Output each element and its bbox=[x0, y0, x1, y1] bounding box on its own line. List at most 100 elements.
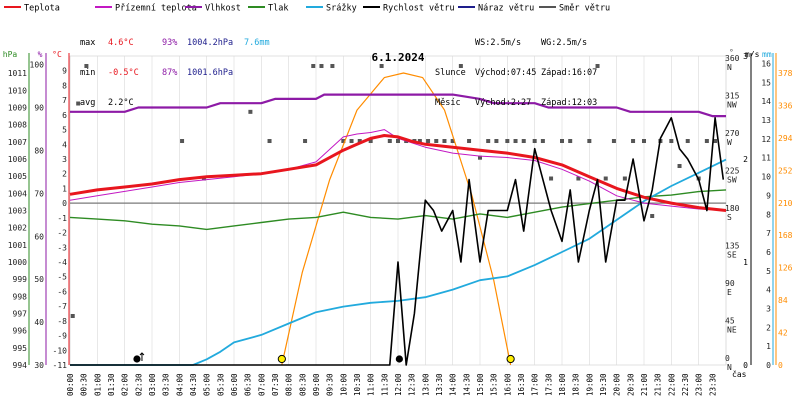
wind-direction-point bbox=[467, 139, 472, 144]
stats-row-max: max 4.6°C 93% 1004.2hPa 7.6mm bbox=[80, 38, 270, 48]
legend-label: Tlak bbox=[268, 4, 288, 14]
solar-tick-label: 168 bbox=[778, 231, 793, 240]
wind-direction-point bbox=[248, 109, 253, 114]
direction-tick-value: 135 bbox=[725, 242, 740, 251]
direction-tick-value: 225 bbox=[725, 167, 740, 176]
wind-speed-axis-unit: m/s bbox=[745, 50, 760, 59]
solar-tick-label: 252 bbox=[778, 166, 793, 175]
time-tick-label: 17:30 bbox=[544, 373, 553, 396]
temperature-axis-unit: °C bbox=[52, 50, 62, 59]
daily-stats-table: max 4.6°C 93% 1004.2hPa 7.6mm min -0.5°C 87% 10… bbox=[80, 18, 270, 128]
wind-direction-point bbox=[595, 64, 600, 69]
time-tick-label: 16:00 bbox=[503, 373, 512, 396]
temperature-tick-label: -6 bbox=[57, 287, 67, 296]
wind-direction-point bbox=[76, 101, 81, 106]
stats-rain-total: 7.6mm bbox=[244, 38, 270, 48]
time-tick-label: 01:00 bbox=[93, 373, 102, 396]
stats-label: max bbox=[80, 38, 96, 48]
rain-tick-label: 15 bbox=[761, 78, 771, 87]
temperature-tick-label: 0 bbox=[62, 199, 67, 208]
time-tick-label: 13:30 bbox=[435, 373, 444, 396]
moon-info-row: Měsíc Východ:2:27 Západ:12:03 bbox=[435, 98, 597, 108]
wind-direction-point bbox=[549, 176, 554, 181]
time-tick-label: 12:00 bbox=[394, 373, 403, 396]
wind-gust-info: WG:2.5m/s bbox=[541, 38, 588, 48]
time-tick-label: 08:00 bbox=[285, 373, 294, 396]
stats-label: avg bbox=[80, 98, 96, 108]
pressure-tick-label: 1006 bbox=[8, 155, 27, 164]
direction-tick-value: 360 bbox=[725, 54, 740, 63]
wind-direction-point bbox=[576, 176, 581, 181]
direction-tick-label: S bbox=[727, 213, 732, 222]
time-tick-label: 12:30 bbox=[408, 373, 417, 396]
time-tick-label: 00:30 bbox=[80, 373, 89, 396]
rain-tick-label: 2 bbox=[766, 323, 771, 332]
sunset-time: Západ:16:07 bbox=[541, 68, 598, 78]
temperature-tick-label: 8 bbox=[62, 81, 67, 90]
rain-axis-unit: mm bbox=[762, 50, 772, 59]
temperature-tick-label: 6 bbox=[62, 111, 67, 120]
temperature-tick-label: -4 bbox=[57, 258, 67, 267]
solar-tick-label: 0 bbox=[778, 361, 783, 370]
sun-moon-markers bbox=[133, 352, 515, 364]
legend-label: Rychlost větru bbox=[383, 4, 455, 14]
rain-line bbox=[70, 158, 727, 366]
wind-direction-point bbox=[642, 139, 646, 144]
stats-hum-min: 87% bbox=[162, 68, 178, 78]
rain-tick-label: 7 bbox=[766, 229, 771, 238]
direction-tick-value: 315 bbox=[725, 92, 740, 101]
temperature-tick-label: 7 bbox=[62, 96, 67, 105]
pressure-tick-label: 1005 bbox=[8, 172, 27, 181]
direction-tick-label: W bbox=[727, 138, 732, 147]
humidity-tick-label: 30 bbox=[34, 361, 44, 370]
time-tick-label: 04:30 bbox=[189, 373, 198, 396]
time-tick-label: 07:00 bbox=[257, 373, 266, 396]
moonrise-time: Východ:2:27 bbox=[475, 98, 532, 108]
time-tick-label: 23:00 bbox=[695, 373, 704, 396]
sunrise-time: Východ:07:45 bbox=[475, 68, 537, 78]
rain-tick-label: 12 bbox=[761, 135, 771, 144]
rain-tick-label: 6 bbox=[766, 248, 771, 257]
humidity-tick-label: 60 bbox=[34, 232, 44, 241]
legend-label: Náraz větru bbox=[478, 4, 534, 14]
pressure-tick-label: 998 bbox=[13, 292, 28, 301]
time-tick-label: 20:00 bbox=[613, 373, 622, 396]
wind-direction-point bbox=[303, 139, 308, 144]
pressure-tick-label: 1010 bbox=[8, 86, 27, 95]
time-tick-label: 06:00 bbox=[230, 373, 239, 396]
pressure-tick-label: 1002 bbox=[8, 224, 27, 233]
rain-tick-label: 8 bbox=[766, 210, 771, 219]
time-tick-label: 00:00 bbox=[66, 373, 75, 396]
wind-direction-point bbox=[513, 139, 518, 144]
wind-direction-point bbox=[478, 155, 482, 160]
wind-direction-point bbox=[494, 139, 499, 144]
wind-info-row: WS:2.5m/s WG:2.5m/s bbox=[435, 38, 597, 48]
moon-label: Měsíc bbox=[435, 98, 461, 108]
time-tick-label: 02:00 bbox=[121, 373, 130, 396]
temperature-tick-label: 2 bbox=[62, 170, 67, 179]
wind-direction-point bbox=[84, 64, 89, 69]
pressure-tick-label: 995 bbox=[13, 344, 28, 353]
stats-label: min bbox=[80, 68, 96, 78]
humidity-tick-label: 90 bbox=[34, 104, 44, 113]
time-tick-label: 05:00 bbox=[203, 373, 212, 396]
stats-temp-min: -0.5°C bbox=[108, 68, 139, 78]
time-tick-label: 23:30 bbox=[708, 373, 717, 396]
direction-tick-label: SE bbox=[727, 251, 737, 260]
time-tick-label: 11:30 bbox=[380, 373, 389, 396]
humidity-tick-label: 70 bbox=[34, 189, 44, 198]
wind-direction-point bbox=[486, 139, 491, 144]
time-tick-label: 14:30 bbox=[462, 373, 471, 396]
wind-direction-point bbox=[319, 64, 324, 69]
rain-tick-label: 16 bbox=[761, 60, 771, 69]
wind-speed-line bbox=[70, 117, 725, 366]
stats-press-min: 1001.6hPa bbox=[187, 68, 234, 78]
humidity-tick-label: 50 bbox=[34, 275, 44, 284]
wind-direction-point bbox=[611, 139, 616, 144]
temperature-tick-label: -3 bbox=[57, 243, 67, 252]
stats-press-max: 1004.2hPa bbox=[187, 38, 234, 48]
solar-radiation-line bbox=[281, 72, 512, 366]
time-tick-label: 03:00 bbox=[148, 373, 157, 396]
